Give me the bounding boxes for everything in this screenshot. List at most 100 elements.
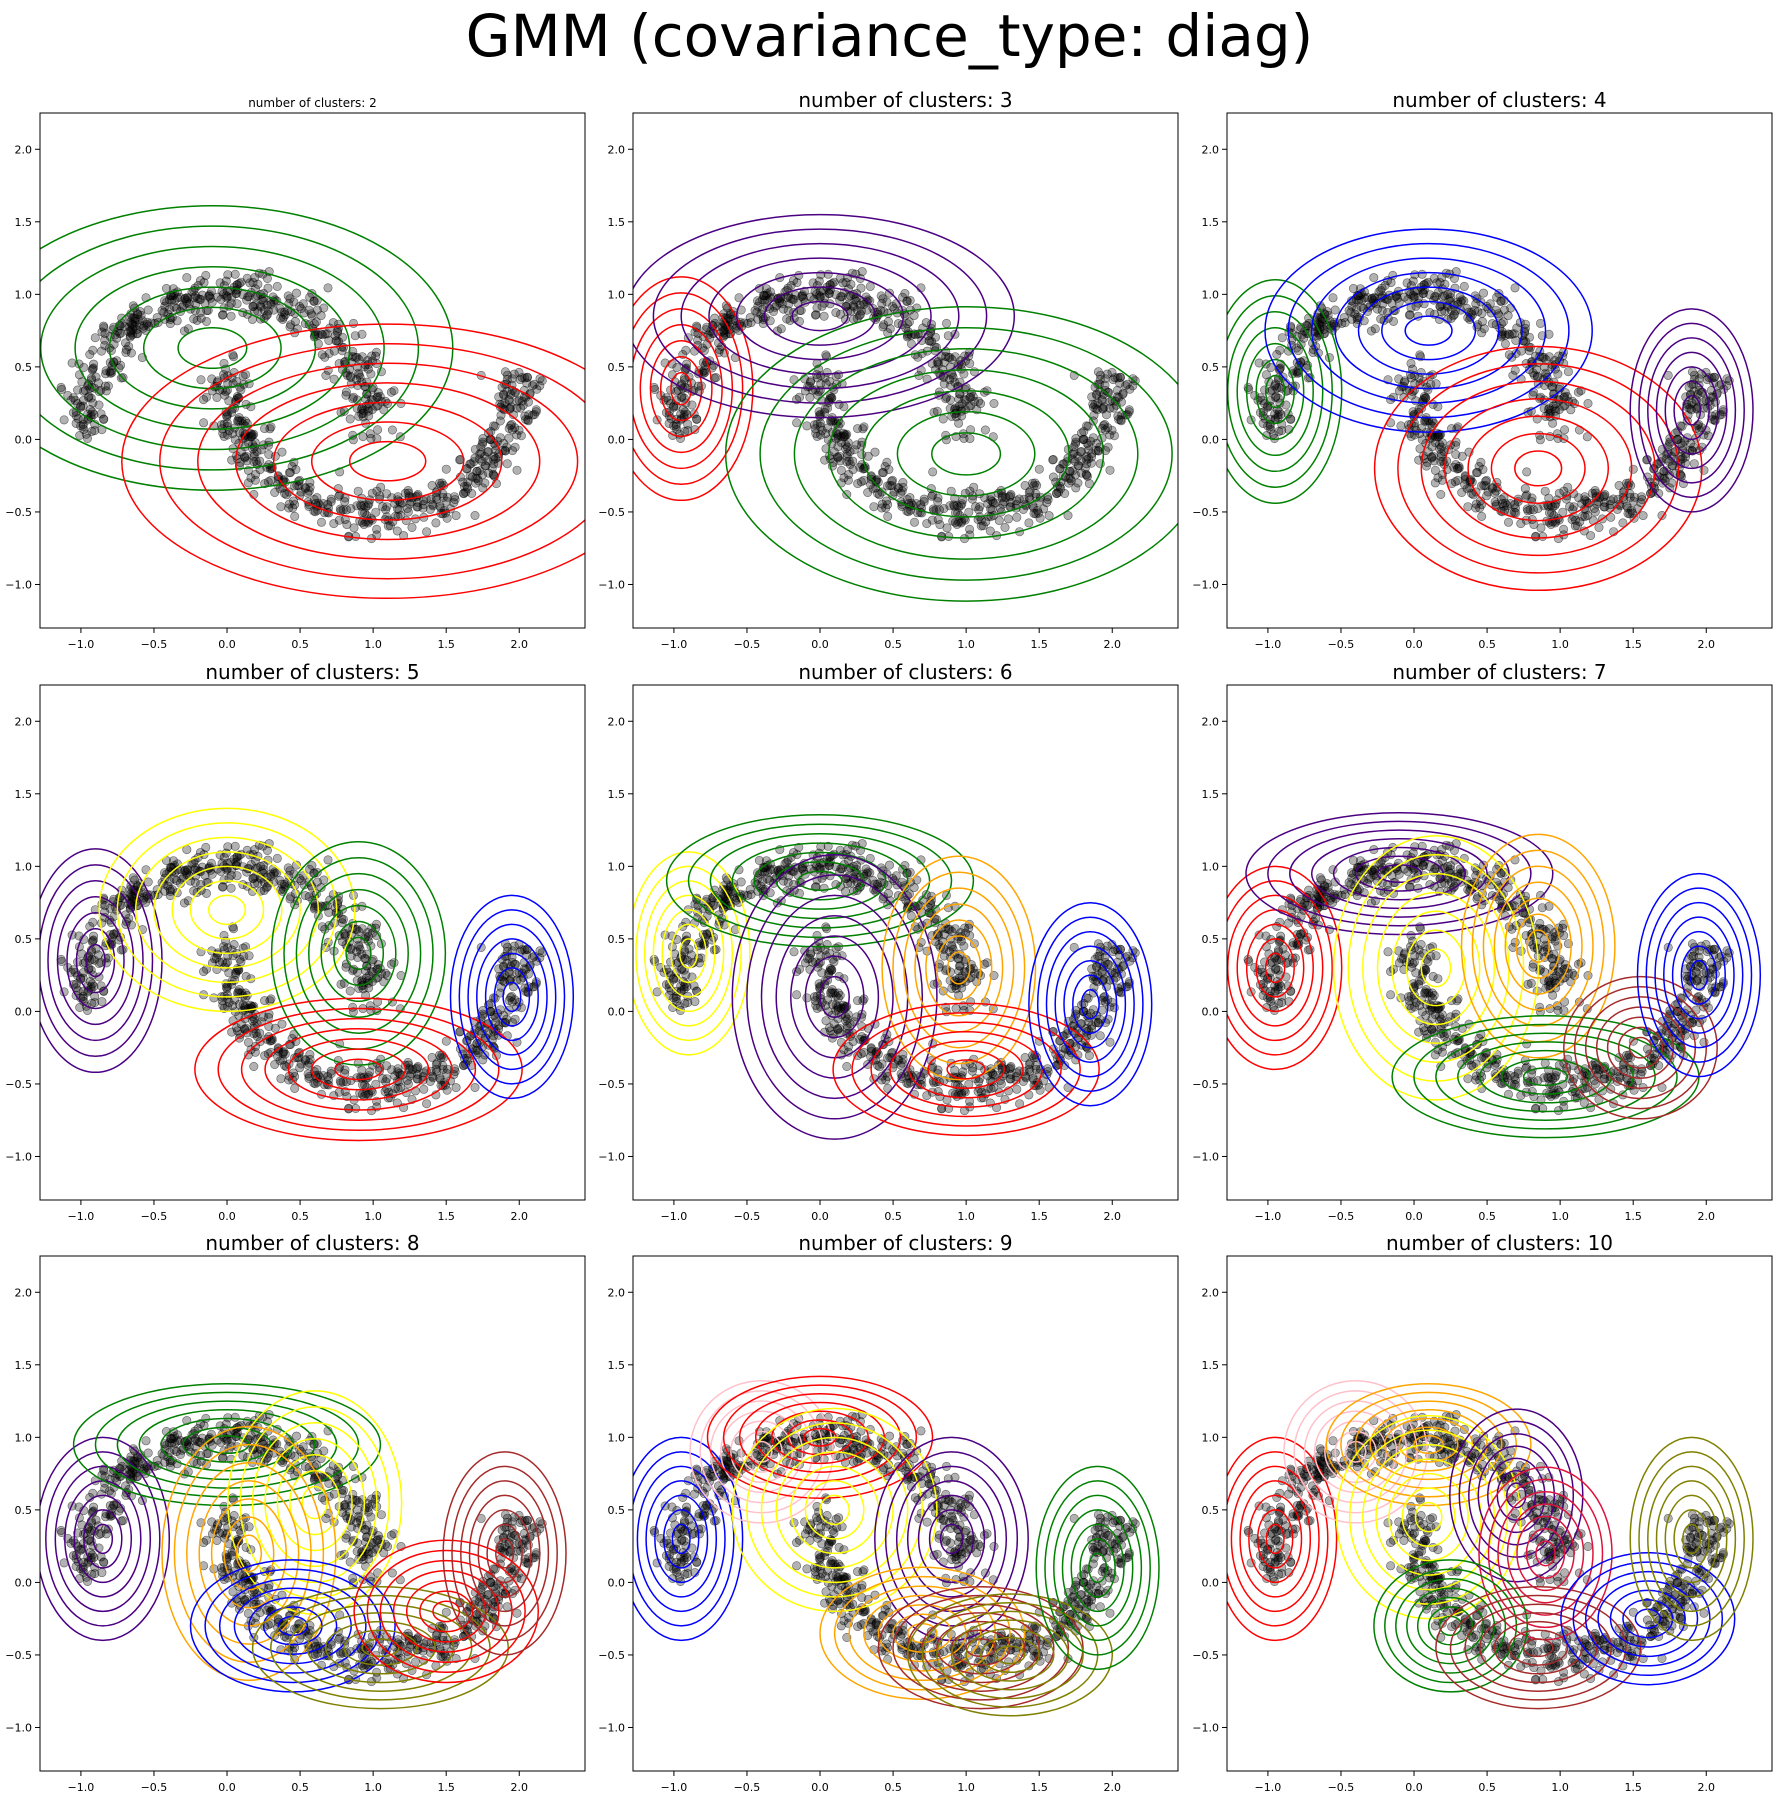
data-point: [392, 526, 402, 536]
data-point: [926, 895, 936, 905]
data-point: [1328, 293, 1338, 303]
data-point: [945, 403, 955, 413]
data-point: [1389, 316, 1399, 326]
data-point: [1432, 428, 1442, 438]
data-point: [305, 1050, 315, 1060]
data-point: [1625, 492, 1635, 502]
data-point: [893, 484, 903, 494]
data-point: [1031, 509, 1041, 519]
data-point: [290, 500, 300, 510]
contour-line: [793, 347, 1139, 560]
data-point: [277, 1019, 287, 1029]
data-point: [475, 449, 485, 459]
data-point: [437, 478, 447, 488]
data-point: [527, 953, 537, 963]
data-point: [1243, 382, 1253, 392]
data-point: [1433, 402, 1443, 412]
data-point: [180, 293, 190, 303]
data-point: [765, 876, 775, 886]
data-point: [231, 857, 241, 867]
data-point: [1569, 502, 1579, 512]
data-point: [321, 370, 331, 380]
data-point: [367, 923, 377, 933]
data-point: [196, 294, 206, 304]
data-point: [664, 418, 674, 428]
data-point: [371, 347, 381, 357]
data-point: [435, 1050, 445, 1060]
contour-line: [1629, 308, 1754, 513]
data-point: [418, 503, 428, 513]
data-point: [100, 901, 110, 911]
data-point: [1422, 457, 1432, 467]
data-point: [1409, 286, 1419, 296]
data-point: [75, 430, 85, 440]
data-point: [1638, 511, 1648, 521]
data-point: [165, 876, 175, 886]
data-point: [1511, 348, 1521, 358]
data-point: [1544, 352, 1554, 362]
data-point: [935, 520, 945, 530]
data-point: [845, 459, 855, 469]
data-point: [690, 997, 700, 1007]
data-point: [422, 527, 432, 537]
data-point: [797, 863, 807, 873]
data-point: [367, 488, 377, 498]
contour-line: [85, 943, 106, 978]
data-point: [965, 524, 975, 534]
data-point: [265, 424, 275, 434]
data-point: [474, 454, 484, 464]
contour-green: [725, 305, 1178, 602]
data-point: [372, 486, 382, 496]
data-point: [471, 1045, 481, 1055]
data-point: [500, 367, 510, 377]
axes-frame: [39, 112, 586, 629]
data-point: [959, 941, 969, 951]
data-point: [760, 295, 770, 305]
data-point: [1477, 481, 1487, 491]
data-point: [249, 1062, 259, 1072]
data-point: [219, 1003, 229, 1013]
data-point: [669, 401, 679, 411]
data-point: [852, 440, 862, 450]
data-point: [839, 402, 849, 412]
y-tick-label: 0.0: [15, 1005, 33, 1018]
data-point: [1547, 508, 1557, 518]
data-point: [841, 439, 851, 449]
data-point: [1433, 473, 1443, 483]
contour-line: [1655, 351, 1728, 470]
contour-line: [159, 342, 585, 580]
data-point: [244, 951, 254, 961]
data-point: [1056, 484, 1066, 494]
data-point: [1093, 367, 1103, 377]
contour-line: [153, 851, 301, 969]
contour-line: [1334, 271, 1523, 390]
x-tick-label: −1.0: [68, 638, 95, 651]
data-point: [359, 519, 369, 529]
data-point: [406, 1069, 416, 1079]
data-point: [435, 1073, 445, 1083]
data-point: [1594, 522, 1604, 532]
data-point: [260, 424, 270, 434]
data-point: [1487, 484, 1497, 494]
data-point: [810, 310, 820, 320]
data-point: [1418, 285, 1428, 295]
data-point: [964, 1079, 974, 1089]
contour-line: [287, 1038, 430, 1101]
data-point: [878, 322, 888, 332]
data-point: [312, 1065, 322, 1075]
data-point: [833, 453, 843, 463]
data-point: [517, 396, 527, 406]
data-point: [1559, 524, 1569, 534]
data-point: [487, 463, 497, 473]
data-point: [1034, 464, 1044, 474]
data-point: [528, 410, 538, 420]
data-point: [507, 374, 517, 384]
data-point: [948, 372, 958, 382]
data-point: [372, 524, 382, 534]
data-point: [1520, 484, 1530, 494]
data-point: [919, 494, 929, 504]
data-point: [900, 311, 910, 321]
data-point: [815, 418, 825, 428]
data-point: [1629, 496, 1639, 506]
data-point: [1558, 507, 1568, 517]
